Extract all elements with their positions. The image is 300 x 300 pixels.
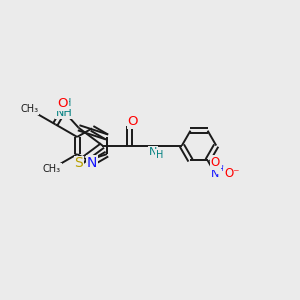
- Text: CH₃: CH₃: [20, 104, 39, 115]
- Text: +: +: [218, 164, 226, 173]
- Text: CH₃: CH₃: [43, 164, 61, 174]
- Text: ·H: ·H: [61, 98, 71, 108]
- Text: N: N: [87, 156, 97, 170]
- Text: N: N: [149, 147, 157, 157]
- Text: O: O: [128, 115, 138, 128]
- Text: NH: NH: [56, 108, 73, 118]
- Text: O: O: [58, 97, 68, 110]
- Text: O: O: [211, 156, 220, 169]
- Text: N: N: [211, 169, 220, 179]
- Text: S: S: [74, 156, 83, 170]
- Text: H: H: [156, 150, 164, 160]
- Text: O⁻: O⁻: [224, 167, 239, 180]
